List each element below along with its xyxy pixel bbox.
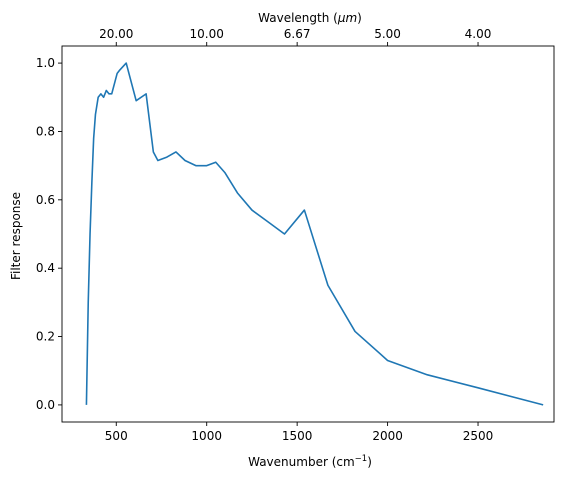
x-axis-label: Wavenumber (cm−1) bbox=[248, 454, 372, 469]
series-line-0 bbox=[85, 62, 544, 406]
top-tick-label: 5.00 bbox=[374, 27, 401, 41]
x-axis-ticks: 500 1000 1500 2000 2500 bbox=[105, 422, 493, 443]
top-tick-label: 4.00 bbox=[465, 27, 492, 41]
top-tick-label: 6.67 bbox=[284, 27, 311, 41]
x-tick-label: 1000 bbox=[191, 429, 222, 443]
top-tick-label: 20.00 bbox=[99, 27, 133, 41]
y-tick-label: 0.8 bbox=[36, 124, 55, 138]
top-axis-label: Wavelength (μm) bbox=[258, 11, 362, 25]
x-tick-label: 500 bbox=[105, 429, 128, 443]
y-tick-label: 0.2 bbox=[36, 330, 55, 344]
plot-frame bbox=[61, 45, 555, 423]
x-tick-label: 2500 bbox=[463, 429, 494, 443]
y-tick-label: 0.0 bbox=[36, 398, 55, 412]
top-axis-ticks: 20.00 10.00 6.67 5.00 4.00 bbox=[99, 27, 491, 46]
y-axis-ticks: 0.0 0.2 0.4 0.6 0.8 1.0 bbox=[36, 56, 62, 412]
plot-area bbox=[61, 45, 555, 423]
x-tick-label: 2000 bbox=[372, 429, 403, 443]
y-tick-label: 0.4 bbox=[36, 261, 55, 275]
y-tick-label: 1.0 bbox=[36, 56, 55, 70]
y-tick-label: 0.6 bbox=[36, 193, 55, 207]
top-tick-label: 10.00 bbox=[190, 27, 224, 41]
y-axis-label: Filter response bbox=[9, 192, 23, 280]
x-tick-label: 1500 bbox=[282, 429, 313, 443]
